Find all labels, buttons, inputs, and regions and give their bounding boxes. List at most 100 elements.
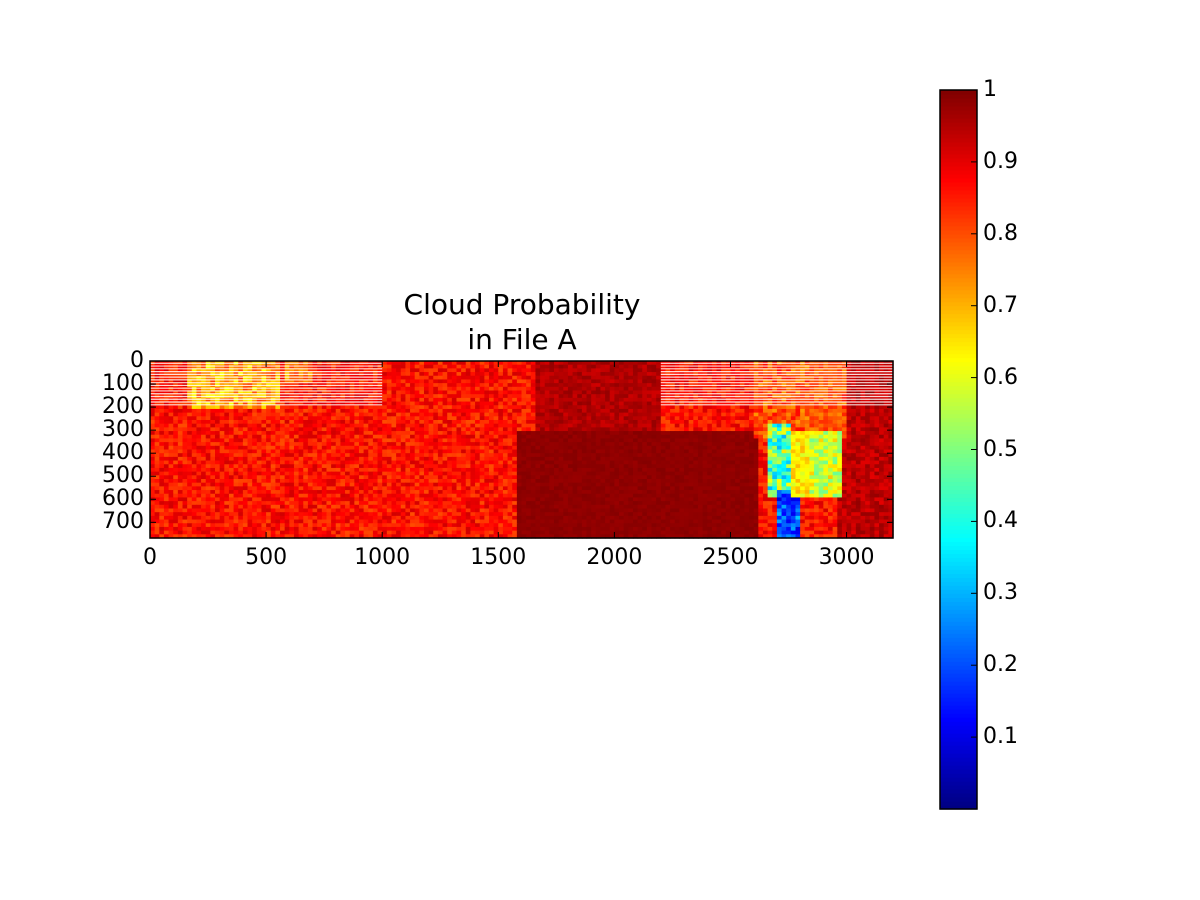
heatmap-cell [456,412,462,417]
heatmap-cell [818,438,824,443]
heatmap-cell [493,412,499,417]
heatmap-cell [563,401,569,406]
heatmap-cell [238,423,244,428]
heatmap-cell [372,408,379,414]
heatmap-cell [684,401,690,406]
heatmap-cell [475,416,481,421]
heatmap-cell [405,372,411,377]
heatmap-cell [846,449,852,454]
heatmap-cell [150,467,156,473]
heatmap-cell [688,416,694,421]
heatmap-cell [623,460,629,465]
heatmap-cell [795,460,801,465]
heatmap-cell [800,423,806,428]
heatmap-cell [465,368,472,373]
heatmap-cell [814,423,820,428]
heatmap-cell [447,383,453,388]
heatmap-cell [154,416,160,421]
heatmap-cell [702,379,708,384]
heatmap-cell [201,397,207,403]
heatmap-cell [201,464,207,469]
heatmap-cell [233,438,239,443]
heatmap-cell [437,453,444,458]
heatmap-cell [526,379,532,384]
heatmap-cell [349,449,355,454]
heatmap-cell [275,401,281,406]
heatmap-cell [414,368,420,373]
heatmap-cell [544,460,550,465]
heatmap-cell [168,442,174,447]
heatmap-cell [619,442,625,447]
heatmap-cell [470,449,476,454]
heatmap-cell [688,464,694,469]
heatmap-cell [414,467,420,473]
heatmap-cell [614,412,620,417]
heatmap-cell [479,364,485,369]
heatmap-cell [786,412,792,417]
heatmap-cell [684,456,690,462]
heatmap-cell [275,475,281,480]
heatmap-cell [572,453,578,458]
heatmap-cell [656,416,662,421]
heatmap-cell [256,408,263,414]
heatmap-cell [475,379,481,384]
heatmap-cell [317,390,323,395]
heatmap-cell [567,361,574,366]
heatmap-cell [716,379,722,384]
heatmap-cell [855,438,862,443]
heatmap-cell [832,471,838,476]
heatmap-cell [303,412,309,417]
heatmap-cell [396,442,402,447]
heatmap-cell [544,431,550,436]
heatmap-cell [860,405,866,410]
heatmap-cell [651,386,657,392]
heatmap-cell [804,460,811,465]
heatmap-cell [711,416,718,421]
heatmap-cell [874,390,880,395]
heatmap-cell [851,431,857,436]
heatmap-cell [804,467,811,473]
heatmap-cell [405,434,411,440]
heatmap-cell [266,397,272,403]
heatmap-cell [312,442,318,447]
heatmap-cell [437,364,444,369]
heatmap-cell [303,467,309,473]
heatmap-cell [405,375,411,381]
heatmap-cell [275,438,281,443]
heatmap-cell [646,405,653,410]
heatmap-cell [879,434,885,440]
heatmap-cell [191,379,198,384]
heatmap-cell [753,467,759,473]
heatmap-cell [567,394,574,399]
heatmap-cell [554,386,560,392]
heatmap-cell [154,456,160,462]
heatmap-cell [758,460,764,465]
heatmap-cell [670,434,676,440]
heatmap-cell [456,401,462,406]
heatmap-cell [540,464,546,469]
heatmap-cell [284,475,290,480]
heatmap-cell [419,368,425,373]
heatmap-cell [326,390,332,395]
heatmap-cell [437,361,444,366]
heatmap-cell [447,442,453,447]
heatmap-cell [758,368,764,373]
heatmap-cell [335,386,341,392]
heatmap-cell [428,401,434,406]
heatmap-cell [851,467,857,473]
heatmap-cell [623,420,629,425]
heatmap-cell [632,386,639,392]
heatmap-cell [428,431,434,436]
heatmap-cell [679,390,685,395]
heatmap-cell [210,405,216,410]
heatmap-cell [428,379,434,384]
heatmap-cell [753,460,759,465]
heatmap-cell [266,416,272,421]
heatmap-cell [841,438,848,443]
heatmap-cell [674,390,680,395]
heatmap-cell [758,379,764,384]
heatmap-cell [349,390,355,395]
heatmap-cell [270,405,276,410]
heatmap-cell [651,453,657,458]
heatmap-cell [614,434,620,440]
